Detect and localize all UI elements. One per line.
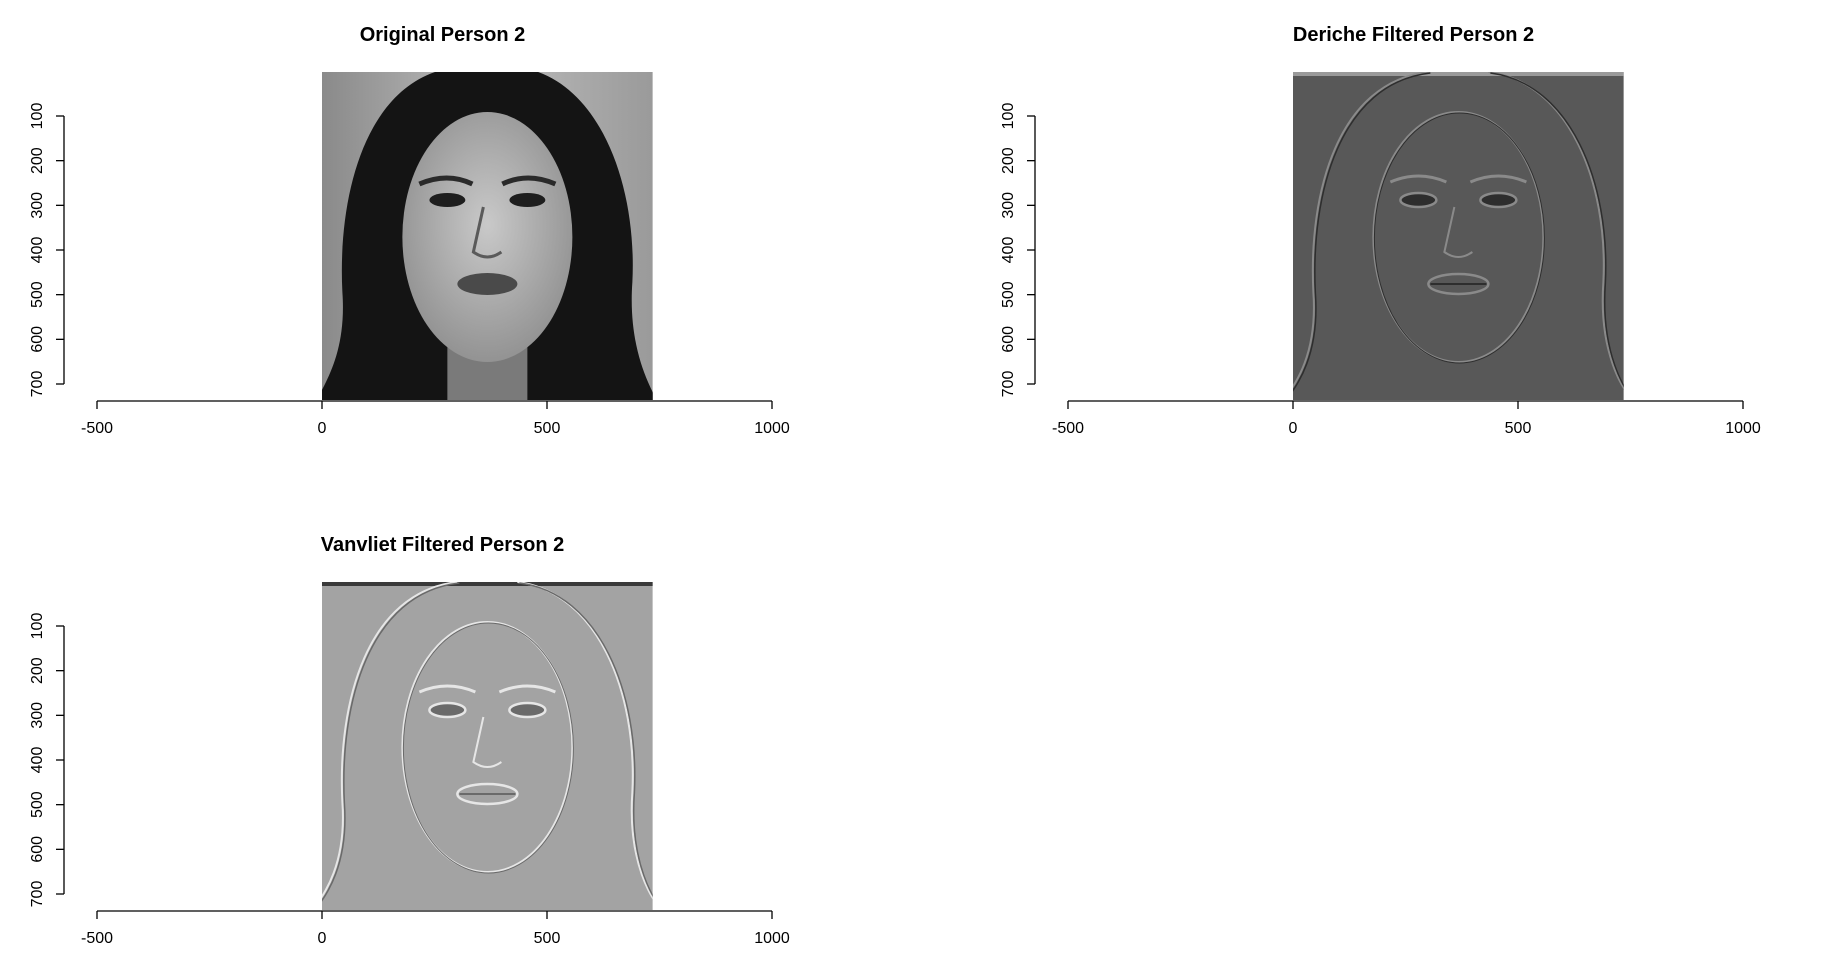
- y-tick-label: 700: [29, 881, 46, 908]
- right-eye-edge: [1479, 191, 1518, 209]
- chart-svg: Vanvliet Filtered Person 2 -500 0 500 1000 10…: [29, 534, 790, 947]
- x-tick-label: 500: [1505, 420, 1532, 437]
- left-brow-edge: [1389, 174, 1447, 184]
- y-tick-label: 200: [29, 147, 46, 174]
- left-brow: [418, 175, 474, 187]
- right-brow: [501, 175, 557, 187]
- chart-svg: Deriche Filtered Person 2 -500 0 500 1000 100…: [1000, 24, 1761, 437]
- y-tick-label: 500: [29, 791, 46, 818]
- hair-edge-right-shadow: [1490, 72, 1624, 387]
- x-tick-label: 1000: [1725, 420, 1761, 437]
- y-tick-label: 200: [29, 657, 46, 684]
- face-shape: [402, 112, 573, 362]
- y-tick-label: 700: [1000, 371, 1017, 398]
- nose-edge: [1443, 206, 1473, 258]
- y-tick-label: 700: [29, 371, 46, 398]
- hair-edge-left: [322, 582, 458, 899]
- left-brow-edge: [418, 684, 476, 694]
- image-top-edge: [322, 582, 653, 586]
- y-tick-label: 400: [29, 237, 46, 264]
- x-tick-label: -500: [81, 930, 113, 947]
- x-tick-label: 0: [318, 930, 327, 947]
- x-tick-label: 500: [534, 420, 561, 437]
- x-tick-label: 1000: [754, 930, 790, 947]
- y-tick-label: 100: [1000, 103, 1017, 130]
- y-tick-label: 400: [1000, 237, 1017, 264]
- y-tick-label: 600: [29, 836, 46, 863]
- hair-edge-right-shadow: [519, 582, 653, 897]
- y-tick-label: 300: [29, 192, 46, 219]
- x-tick-label: -500: [81, 420, 113, 437]
- x-tick-label: 1000: [754, 420, 790, 437]
- left-eye-edge: [428, 701, 467, 719]
- y-tick-label: 100: [29, 613, 46, 640]
- plot-title: Deriche Filtered Person 2: [1293, 24, 1534, 46]
- plot-title: Vanvliet Filtered Person 2: [321, 534, 564, 556]
- y-tick-label: 600: [1000, 326, 1017, 353]
- lips-shape: [457, 273, 518, 295]
- x-tick-label: -500: [1052, 420, 1084, 437]
- y-tick-label: 400: [29, 747, 46, 774]
- plot-panel-vanvliet: Vanvliet Filtered Person 2 -500 0 500 1000 10…: [0, 510, 900, 980]
- hair-edge-left-shadow: [1293, 72, 1431, 392]
- nose-shape: [471, 206, 503, 259]
- image-background: [1293, 72, 1624, 400]
- y-tick-label: 500: [1000, 281, 1017, 308]
- hair-edge-left-shadow: [322, 582, 460, 902]
- face-edge: [401, 621, 574, 873]
- image-top-edge: [1293, 72, 1624, 76]
- lips-edge: [1427, 272, 1490, 296]
- image-background: [322, 582, 653, 910]
- face-edge: [1372, 111, 1545, 363]
- x-tick-label: 500: [534, 930, 561, 947]
- face-edge-shadow: [402, 622, 574, 874]
- lips-edge: [456, 782, 519, 806]
- plot-title: Original Person 2: [360, 24, 526, 46]
- y-tick-label: 500: [29, 281, 46, 308]
- x-tick-label: 0: [318, 420, 327, 437]
- nose-edge: [472, 716, 502, 768]
- left-eye: [429, 193, 466, 207]
- right-eye-edge: [508, 701, 547, 719]
- y-tick-label: 600: [29, 326, 46, 353]
- right-brow-edge: [1469, 174, 1527, 184]
- hair-edge-left: [1293, 72, 1429, 389]
- y-tick-label: 300: [29, 702, 46, 729]
- image-raster: [1293, 72, 1624, 400]
- y-tick-label: 100: [29, 103, 46, 130]
- chart-svg: Original Person 2 -500 0 500 1000 100 200 300 40…: [29, 24, 790, 437]
- left-eye-edge: [1399, 191, 1438, 209]
- x-tick-label: 0: [1289, 420, 1298, 437]
- y-tick-label: 300: [1000, 192, 1017, 219]
- face-edge-shadow: [1373, 112, 1545, 364]
- image-raster: [322, 72, 653, 400]
- image-raster: [322, 582, 653, 910]
- right-brow-edge: [498, 684, 556, 694]
- right-eye: [509, 193, 546, 207]
- plot-panel-deriche: Deriche Filtered Person 2 -500 0 500 1000 100…: [971, 0, 1822, 470]
- y-tick-label: 200: [1000, 147, 1017, 174]
- plot-panel-original: Original Person 2 -500 0 500 1000 100 200 300 40…: [0, 0, 900, 470]
